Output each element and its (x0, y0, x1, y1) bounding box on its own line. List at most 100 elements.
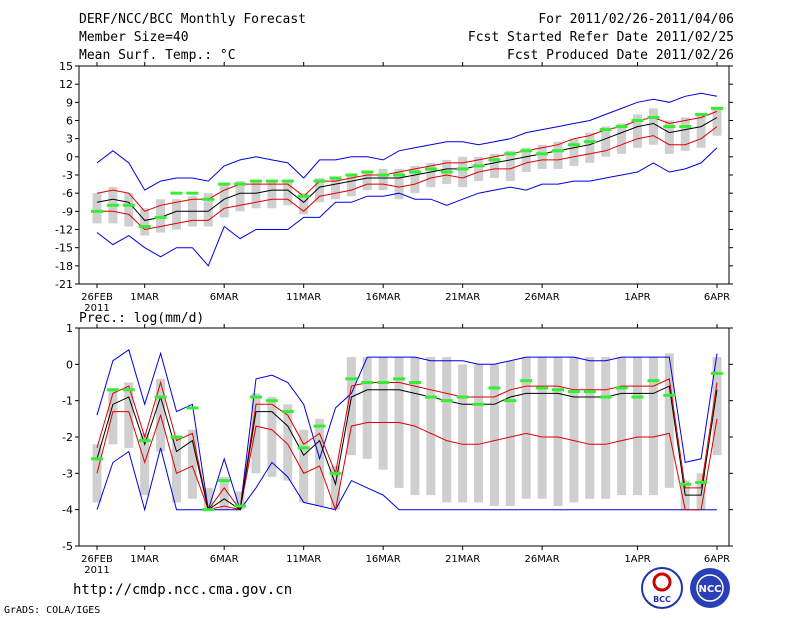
range-box (346, 357, 356, 456)
range-box (601, 357, 611, 499)
y-tick-label: 9 (66, 96, 73, 109)
ensemble-marker (170, 435, 183, 439)
ensemble-marker (249, 179, 262, 183)
ncc-logo-text: NCC (698, 584, 721, 595)
ensemble-marker (154, 395, 167, 399)
range-box (569, 138, 579, 166)
range-box (219, 476, 229, 510)
x-tick-label: 1MAR (130, 554, 159, 565)
temp-variable-label: Mean Surf. Temp.: °C (79, 48, 236, 63)
x-year-label: 2011 (84, 303, 109, 314)
ensemble-marker (265, 399, 278, 403)
x-tick-label: 1APR (624, 554, 650, 565)
range-box (251, 393, 261, 474)
ensemble-marker (663, 125, 676, 129)
x-tick-label: 1APR (624, 292, 650, 303)
ensemble-marker (186, 191, 199, 195)
ensemble-marker (536, 386, 549, 390)
range-box (203, 487, 213, 510)
ensemble-marker (138, 439, 151, 443)
ensemble-marker (424, 167, 437, 171)
ensemble-marker (393, 377, 406, 381)
range-box (219, 184, 229, 218)
ensemble-marker (202, 197, 215, 201)
range-box (156, 199, 166, 233)
range-box (617, 357, 627, 496)
x-tick-label: 6APR (704, 292, 730, 303)
ensemble-marker (281, 410, 294, 414)
range-box (489, 364, 499, 507)
x-tick-label: 11MAR (286, 292, 321, 303)
series-line-max (96, 348, 718, 510)
x-tick-label: 21MAR (445, 292, 480, 303)
range-box (505, 150, 515, 182)
range-box (489, 153, 499, 179)
ensemble-marker (393, 173, 406, 177)
range-box (426, 162, 436, 188)
ensemble-marker (520, 379, 533, 383)
ensemble-marker (504, 399, 517, 403)
source-url[interactable]: http://cmdp.ncc.cma.gov.cn (73, 582, 293, 598)
ensemble-marker (218, 479, 231, 483)
ensemble-marker (408, 381, 421, 384)
ensemble-marker (377, 173, 390, 177)
y-tick-label: -3 (62, 467, 73, 480)
ensemble-marker (695, 480, 708, 484)
ensemble-marker (281, 179, 294, 183)
range-box (664, 120, 674, 154)
range-box (633, 114, 643, 148)
ensemble-marker (456, 395, 469, 399)
range-box (458, 364, 468, 503)
produced-date: Fcst Produced Date 2011/02/26 (507, 48, 734, 63)
series-line-median (96, 117, 718, 221)
start-refer-date: Fcst Started Refer Date 2011/02/25 (467, 30, 734, 45)
grads-credit: GrADS: COLA/IGES (4, 605, 101, 616)
ensemble-marker (234, 182, 247, 186)
member-size: Member Size=40 (79, 30, 189, 45)
range-box (171, 199, 181, 230)
ensemble-marker (377, 381, 390, 384)
ensemble-marker (154, 215, 167, 219)
chart-title: DERF/NCC/BCC Monthly Forecast (79, 12, 306, 27)
x-tick-label: 26MAR (525, 292, 560, 303)
y-tick-label: -4 (62, 504, 73, 517)
y-tick-label: 0 (66, 151, 73, 164)
y-tick-label: -5 (62, 540, 73, 553)
range-box (92, 193, 102, 224)
range-box (585, 132, 595, 163)
range-box (362, 357, 372, 459)
ensemble-marker (297, 194, 310, 198)
ensemble-marker (234, 504, 247, 508)
range-box (696, 114, 706, 148)
x-tick-label: 6MAR (210, 292, 239, 303)
range-box (315, 178, 325, 203)
ensemble-marker (106, 203, 119, 207)
ensemble-marker (249, 395, 262, 399)
x-tick-label: 21MAR (445, 554, 480, 565)
range-box (537, 144, 547, 169)
range-box (537, 357, 547, 499)
ensemble-marker (345, 173, 358, 177)
x-tick-label: 26FEB (81, 292, 113, 303)
ensemble-marker (329, 471, 342, 475)
ensemble-marker (91, 209, 103, 213)
ensemble-marker (329, 176, 342, 180)
series-line-q25 (97, 126, 718, 231)
range-box (251, 181, 261, 209)
ensemble-marker (122, 388, 135, 392)
forecast-period: For 2011/02/26-2011/04/06 (538, 12, 734, 27)
ensemble-marker (408, 170, 421, 174)
ensemble-marker (313, 179, 326, 183)
ensemble-marker (424, 395, 437, 399)
ensemble-marker (106, 388, 119, 392)
ensemble-marker (440, 399, 453, 403)
panel-precipitation: -5 -4 -3 -2 -1 0 1 26FEB 1MAR 6MAR 11MAR 16MAR 21MAR… (62, 322, 733, 576)
ensemble-marker (663, 393, 676, 397)
ensemble-marker (552, 149, 565, 153)
range-box (664, 353, 674, 488)
ensemble-marker (345, 377, 358, 381)
panel-temperature: -21 -18 -15 -12 -9 -6 -3 0 3 6 9 12 15 26FEB 1MAR 6MAR 1… (55, 60, 733, 314)
range-box (553, 141, 563, 169)
ensemble-marker (567, 143, 580, 147)
range-box (283, 181, 293, 206)
